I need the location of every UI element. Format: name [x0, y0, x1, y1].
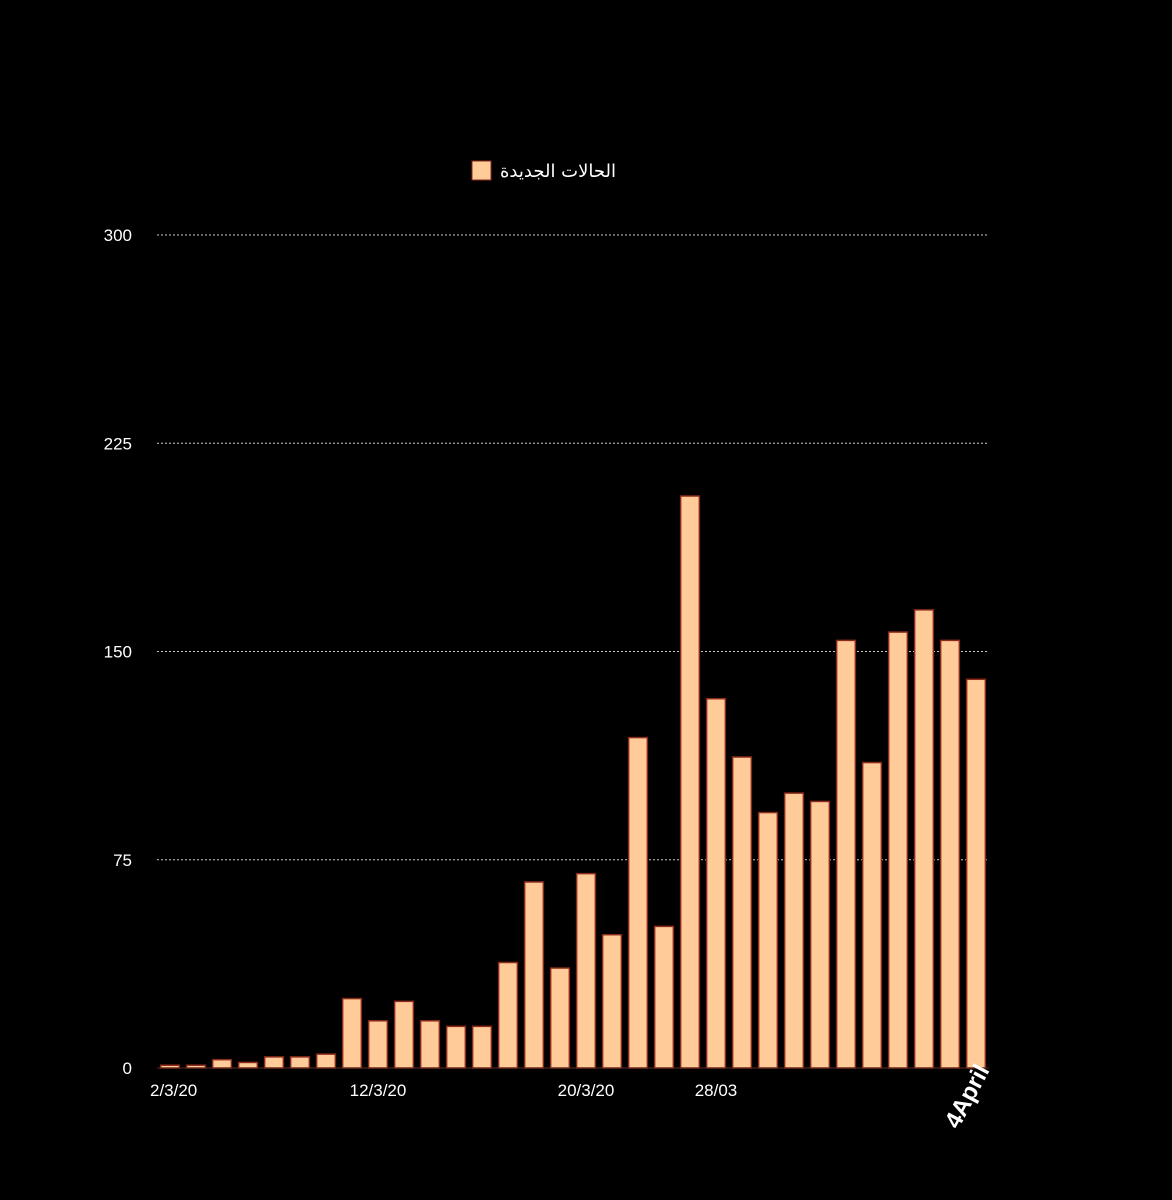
bar [731, 756, 753, 1069]
x-tick-label: 2/3/20 [150, 1081, 197, 1100]
bar [497, 961, 519, 1069]
y-tick-label: 75 [113, 851, 132, 870]
bar [679, 495, 701, 1069]
bar [783, 792, 805, 1069]
bar [575, 872, 597, 1069]
bar [939, 639, 961, 1069]
bar [705, 697, 727, 1069]
bar [419, 1020, 441, 1069]
bar [835, 639, 857, 1069]
bar [237, 1061, 259, 1069]
legend: الحالات الجديدة [471, 160, 616, 182]
bar [263, 1056, 285, 1069]
bar [887, 631, 909, 1069]
y-tick-label: 150 [104, 643, 132, 662]
bar [809, 800, 831, 1069]
bar [523, 881, 545, 1069]
bar [341, 997, 363, 1069]
bar [861, 761, 883, 1069]
x-tick-label: 20/3/20 [558, 1081, 615, 1100]
y-tick-label: 300 [104, 226, 132, 245]
y-axis-tick-labels: 0 75 150 225 300 [104, 226, 132, 1078]
bar [315, 1053, 337, 1069]
bar [757, 811, 779, 1069]
x-tick-label: 12/3/20 [350, 1081, 407, 1100]
bar [445, 1025, 467, 1069]
bar [211, 1058, 233, 1069]
bar [289, 1056, 311, 1069]
bar [549, 967, 571, 1069]
bar [367, 1020, 389, 1069]
y-tick-label: 0 [123, 1059, 132, 1078]
x-tick-label: 28/03 [695, 1081, 738, 1100]
bar [393, 1000, 415, 1069]
bar [965, 678, 987, 1069]
legend-label: الحالات الجديدة [500, 161, 616, 182]
y-tick-label: 225 [104, 434, 132, 453]
bar [653, 925, 675, 1069]
bar [913, 609, 935, 1069]
bar [471, 1025, 493, 1069]
bars [157, 495, 989, 1069]
legend-swatch [471, 160, 492, 181]
bar [601, 933, 623, 1069]
bar [627, 736, 649, 1069]
